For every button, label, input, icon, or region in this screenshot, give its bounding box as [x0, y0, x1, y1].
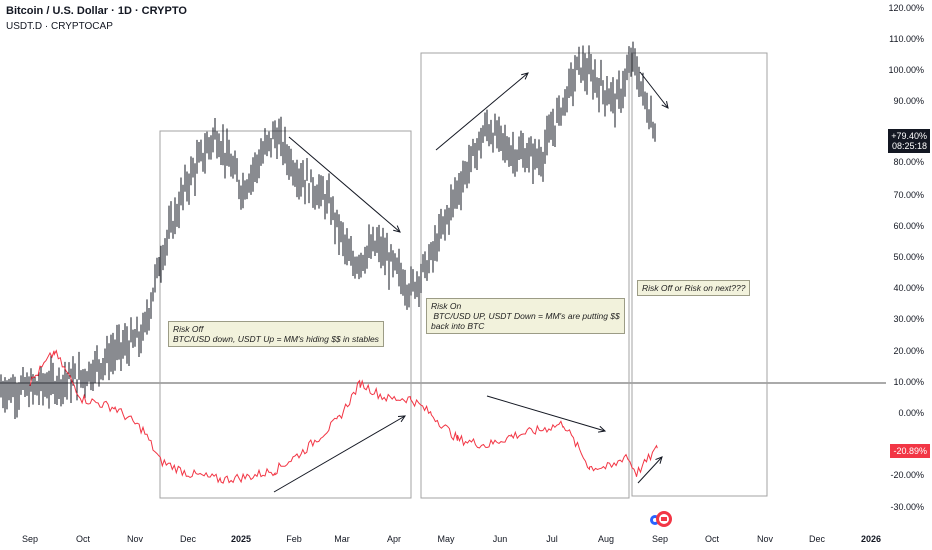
btc-countdown-timer: 08:25:18: [891, 141, 927, 151]
x-tick-label: Jul: [546, 534, 558, 544]
chart-subtitle: USDT.D · CRYPTOCAP: [6, 21, 113, 32]
note-risk-next[interactable]: Risk Off or Risk on next???: [637, 280, 751, 296]
x-tick-label: May: [437, 534, 455, 544]
x-tick-label: 2025: [230, 534, 252, 544]
note-risk-off[interactable]: Risk Off BTC/USD down, USDT Up = MM's hi…: [168, 321, 384, 347]
trend-arrow: [273, 415, 406, 493]
x-tick-label: Oct: [75, 534, 91, 544]
y-tick-label: 60.00%: [893, 221, 924, 231]
y-tick-label: 10.00%: [893, 377, 924, 387]
trend-arrow: [637, 456, 663, 484]
trend-arrow: [288, 136, 401, 233]
y-tick-label: 20.00%: [893, 346, 924, 356]
event-icons[interactable]: [648, 509, 676, 529]
btc-change-value: +79.40%: [891, 131, 927, 141]
x-tick-label: Nov: [126, 534, 144, 544]
x-tick-label: Nov: [756, 534, 774, 544]
annotation-box: [159, 130, 412, 499]
y-tick-label: -20.00%: [890, 470, 924, 480]
y-tick-label: 90.00%: [893, 96, 924, 106]
y-tick-label: 40.00%: [893, 283, 924, 293]
usdt-dominance-line: [29, 349, 658, 484]
x-tick-label: 2026: [860, 534, 882, 544]
x-tick-label: Oct: [704, 534, 720, 544]
x-tick-label: Mar: [334, 534, 350, 544]
btc-price-badge: +79.40% 08:25:18: [888, 129, 930, 153]
y-tick-label: 70.00%: [893, 190, 924, 200]
y-tick-label: 100.00%: [888, 65, 924, 75]
note-risk-on[interactable]: Risk On BTC/USD UP, USDT Down = MM's are…: [426, 298, 625, 334]
x-tick-label: Apr: [386, 534, 402, 544]
y-tick-label: 0.00%: [898, 408, 924, 418]
x-tick-label: Sep: [21, 534, 39, 544]
y-tick-label: -30.00%: [890, 502, 924, 512]
annotation-box: [631, 52, 768, 497]
trend-arrow: [435, 72, 529, 151]
y-tick-label: 80.00%: [893, 157, 924, 167]
x-tick-label: Jun: [492, 534, 508, 544]
usdt-value-badge: -20.89%: [890, 444, 930, 458]
x-tick-label: Dec: [179, 534, 197, 544]
annotation-box: [420, 52, 630, 499]
y-tick-label: 120.00%: [888, 3, 924, 13]
y-tick-label: 110.00%: [889, 34, 924, 44]
y-tick-label: 50.00%: [893, 252, 924, 262]
y-tick-label: 30.00%: [893, 314, 924, 324]
trend-arrow: [639, 71, 669, 109]
x-tick-label: Dec: [808, 534, 826, 544]
chart-title: Bitcoin / U.S. Dollar · 1D · CRYPTO: [6, 5, 187, 17]
x-tick-label: Aug: [597, 534, 615, 544]
x-tick-label: Feb: [286, 534, 302, 544]
trend-arrow: [486, 395, 607, 433]
x-tick-label: Sep: [651, 534, 669, 544]
